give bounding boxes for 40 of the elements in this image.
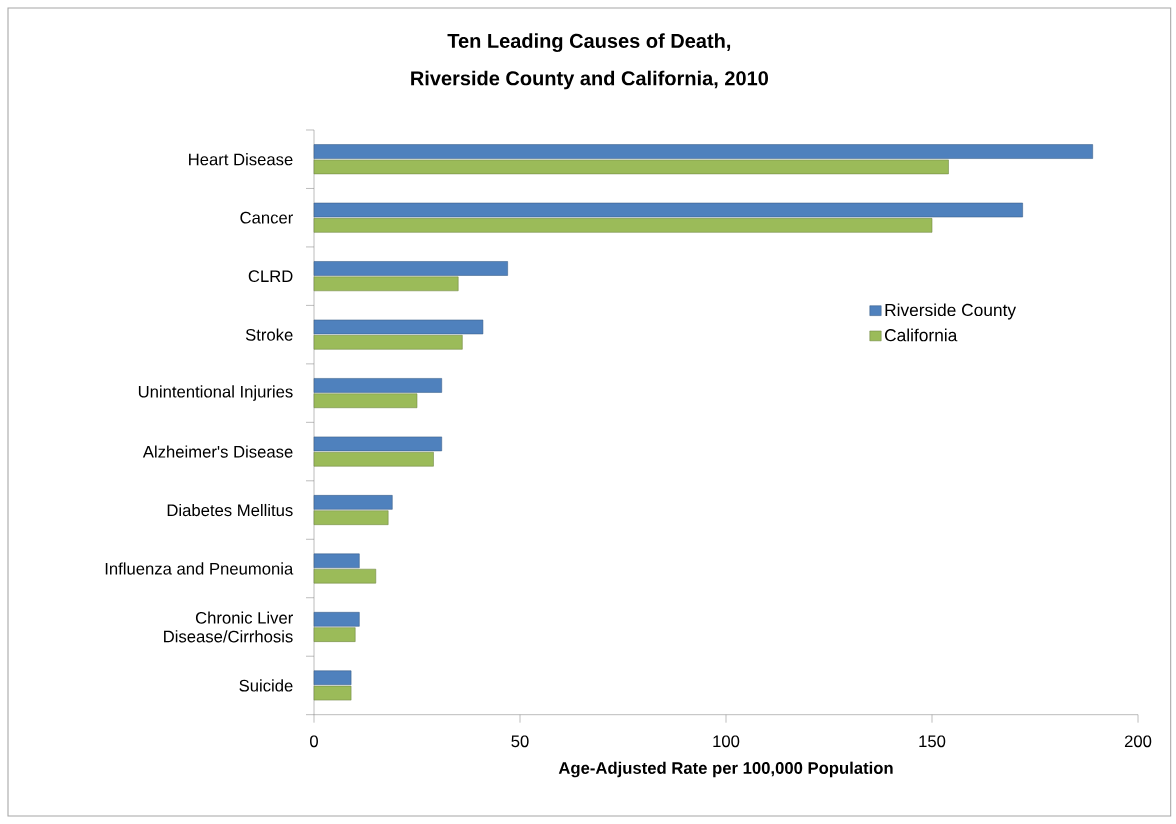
bar <box>313 685 352 701</box>
bar <box>313 612 360 627</box>
bar <box>313 202 1023 218</box>
bar <box>313 510 389 525</box>
bar <box>313 568 377 584</box>
y-tick-label: Suicide <box>239 679 293 692</box>
legend-label: California <box>885 328 958 342</box>
y-tick-label: Diabetes Mellitus <box>167 503 293 517</box>
y-tick-label: CLRD <box>248 270 293 283</box>
legend-label: Riverside County <box>885 303 1017 320</box>
x-tick-label: 150 <box>919 735 946 748</box>
x-axis-title: Age-Adjusted Rate per 100,000 Population <box>558 761 893 778</box>
y-tick-label: Stroke <box>245 328 293 341</box>
bar <box>313 378 442 393</box>
x-tick-label: 50 <box>511 735 529 748</box>
chart-subtitle: Riverside County and California, 2010 <box>411 70 768 90</box>
bar <box>313 627 356 642</box>
y-tick-label: Influenza and Pneumonia <box>105 562 294 575</box>
bar <box>313 335 463 350</box>
bar <box>313 495 393 510</box>
bar <box>313 670 352 686</box>
bar <box>313 451 434 467</box>
y-tick-label: Heart Disease <box>189 153 293 166</box>
y-tick-label: Alzheimer's Disease <box>142 445 293 458</box>
bar <box>313 436 442 452</box>
bar <box>313 393 418 409</box>
x-tick-label: 200 <box>1124 735 1152 748</box>
y-tick-label: Chronic Liver Disease/Cirrhosis <box>164 611 293 643</box>
bar <box>313 218 933 233</box>
x-tick-label: 0 <box>310 735 318 748</box>
y-tick-label: Cancer <box>240 211 293 224</box>
bar <box>313 553 360 569</box>
bar <box>313 261 508 276</box>
bar <box>313 319 484 335</box>
y-tick-label: Unintentional Injuries <box>138 385 293 401</box>
bar <box>313 276 459 292</box>
bar <box>313 144 1093 159</box>
bar <box>313 159 949 175</box>
x-tick-label: 100 <box>713 735 740 748</box>
chart-title: Ten Leading Causes of Death, <box>447 33 731 53</box>
